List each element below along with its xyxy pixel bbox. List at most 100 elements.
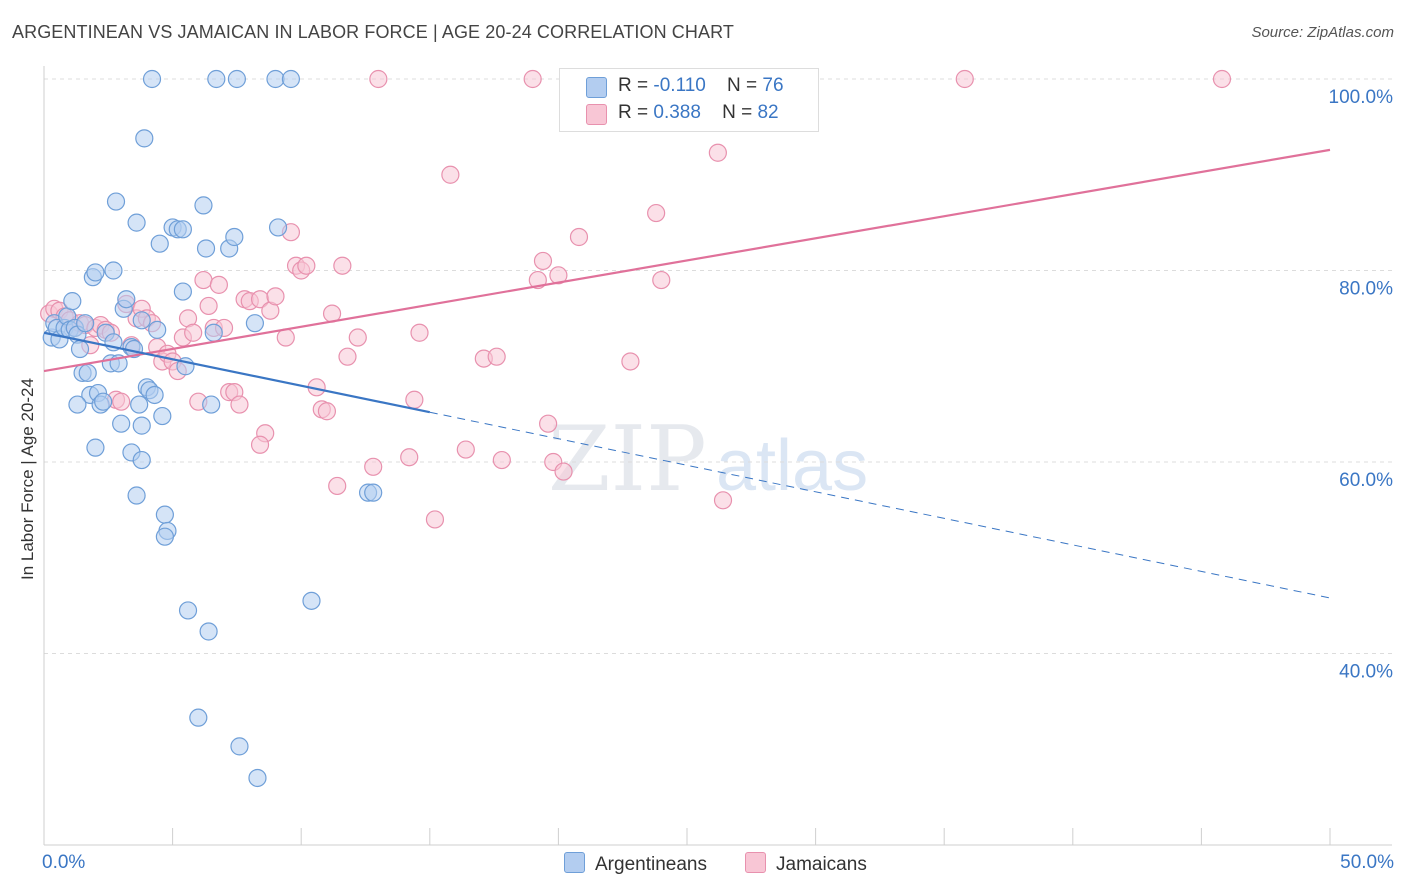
argentineans-point <box>189 708 208 727</box>
argentineans-point <box>199 622 218 641</box>
legend-r-value: -0.110 <box>653 75 706 96</box>
jamaicans-point <box>523 69 542 89</box>
jamaicans-point <box>297 256 316 275</box>
argentineans-point <box>153 406 172 426</box>
gridlines <box>44 78 1392 654</box>
jamaicans-point <box>199 296 218 316</box>
jamaicans-point <box>708 143 727 162</box>
jamaicans-point <box>317 402 337 421</box>
legend-n-value: 82 <box>757 102 779 123</box>
jamaicans-point <box>647 203 666 223</box>
argentineans-point <box>227 69 246 89</box>
argentineans-point <box>132 416 151 435</box>
bottom-legend-swatch-argentineans <box>564 852 585 873</box>
bottom-legend-argentineans: Argentineans <box>564 852 707 876</box>
jamaicans-point <box>533 251 553 271</box>
argentineans-point <box>76 314 95 333</box>
chart-title: ARGENTINEAN VS JAMAICAN IN LABOR FORCE |… <box>12 22 734 42</box>
jamaicans-point <box>400 448 419 467</box>
jamaicans-point <box>184 323 203 342</box>
jamaicans-point <box>230 395 249 414</box>
argentineans-trend-line <box>43 331 431 414</box>
series-jamaicans <box>40 69 1232 529</box>
legend-swatch-jamaicans <box>586 104 607 125</box>
y-tick-label: 100.0% <box>1329 87 1394 108</box>
argentineans-point <box>173 282 192 301</box>
axes <box>43 66 1392 846</box>
legend-r-label: R = <box>618 75 649 96</box>
argentineans-point <box>248 768 267 788</box>
x-tick-label-max: 50.0% <box>1340 852 1394 873</box>
jamaicans-point <box>348 328 367 347</box>
argentineans-point <box>225 227 244 247</box>
y-tick-label: 60.0% <box>1339 470 1393 491</box>
jamaicans-point <box>410 323 429 342</box>
argentineans-point <box>204 323 223 342</box>
jamaicans-point <box>441 165 460 184</box>
jamaicans-point <box>425 510 445 529</box>
argentineans-point <box>86 438 105 457</box>
jamaicans-point <box>364 457 383 476</box>
jamaicans-point <box>194 270 213 290</box>
legend-n-label: N = <box>726 75 758 96</box>
legend-r-label: R = <box>618 102 649 123</box>
argentineans-point <box>117 290 136 309</box>
stats-legend: R = -0.110 N = 76 R = 0.388 N = 82 <box>559 68 819 132</box>
jamaicans-trend-line <box>43 148 1331 373</box>
series-argentineans <box>42 69 383 788</box>
argentineans-point <box>302 591 321 610</box>
legend-n-value: 76 <box>762 75 784 96</box>
argentineans-point <box>104 261 123 280</box>
argentineans-point <box>173 220 192 239</box>
argentineans-point <box>148 320 167 339</box>
argentineans-point <box>245 314 265 333</box>
argentineans-point <box>155 505 174 524</box>
argentineans-point <box>207 69 226 89</box>
jamaicans-point <box>554 462 573 481</box>
argentineans-point <box>135 129 154 148</box>
argentineans-point <box>266 69 285 89</box>
source-attribution: Source: ZipAtlas.com <box>1251 24 1394 41</box>
bottom-legend-label-argentineans: Argentineans <box>595 854 707 875</box>
argentineans-point <box>70 339 90 359</box>
argentineans-point <box>268 218 288 237</box>
argentineans-point <box>230 737 249 756</box>
jamaicans-point <box>369 69 388 89</box>
watermark-zip: ZIP <box>548 407 707 512</box>
jamaicans-point <box>112 392 131 411</box>
jamaicans-point <box>1212 69 1232 89</box>
jamaicans-point <box>549 266 568 285</box>
jamaicans-point <box>955 69 974 89</box>
bottom-legend-swatch-jamaicans <box>745 852 766 873</box>
argentineans-point <box>364 483 383 502</box>
argentineans-point <box>127 486 146 505</box>
y-tick-labels: 40.0% 60.0% 80.0% 100.0% <box>1329 87 1394 683</box>
argentineans-point <box>112 414 131 433</box>
argentineans-point <box>142 69 162 89</box>
watermark: ZIP atlas <box>548 407 868 512</box>
jamaicans-point <box>338 347 357 366</box>
argentineans-point <box>281 69 301 89</box>
y-tick-label: 40.0% <box>1339 662 1393 683</box>
argentineans-point <box>145 385 164 405</box>
legend-swatch-argentineans <box>586 77 607 98</box>
jamaicans-point <box>250 435 270 454</box>
argentineans-point <box>94 392 113 411</box>
jamaicans-point <box>621 352 640 371</box>
argentineans-point <box>194 196 213 215</box>
jamaicans-point <box>266 287 285 306</box>
jamaicans-point <box>539 414 558 433</box>
argentineans-point <box>196 239 216 258</box>
x-tick-label-min: 0.0% <box>42 852 86 873</box>
jamaicans-point <box>456 440 475 459</box>
argentineans-point <box>130 395 149 414</box>
argentineans-point <box>86 263 105 282</box>
argentineans-point <box>78 363 97 383</box>
argentineans-point <box>178 601 198 620</box>
jamaicans-point <box>652 270 671 290</box>
argentineans-point <box>68 395 87 414</box>
bottom-legend-label-jamaicans: Jamaicans <box>776 854 867 875</box>
jamaicans-point <box>569 227 589 247</box>
jamaicans-point <box>328 476 347 496</box>
